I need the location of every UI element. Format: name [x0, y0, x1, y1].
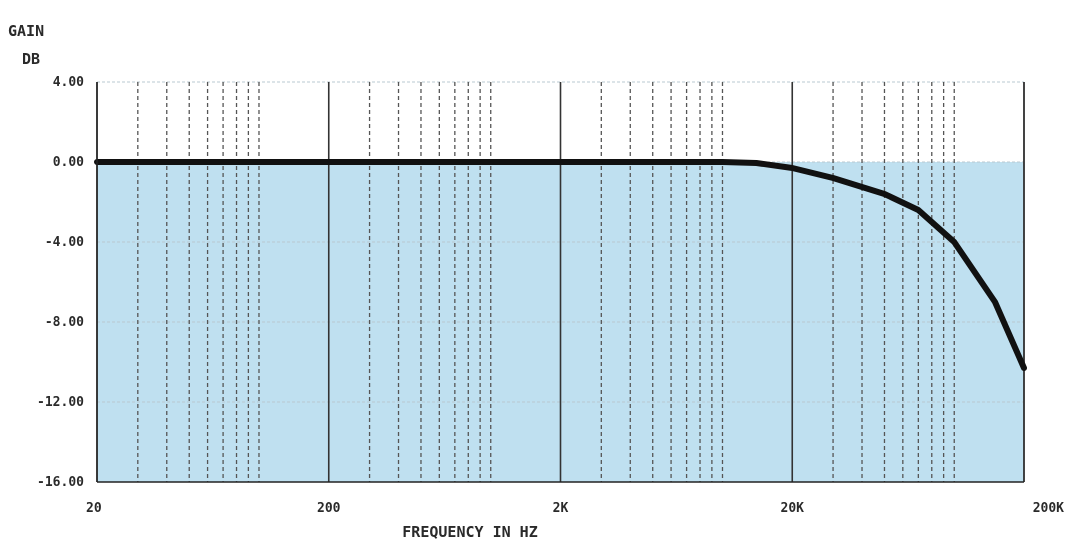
y-tick-label: -16.00 — [37, 475, 84, 490]
x-tick-label: 200 — [317, 501, 341, 516]
y-tick-label: -12.00 — [37, 395, 84, 410]
x-tick-label: 20K — [781, 501, 805, 516]
x-axis-label: FREQUENCY IN HZ — [402, 523, 537, 541]
y-tick-label: 0.00 — [53, 155, 84, 170]
response-curve — [94, 159, 1027, 371]
x-tick-label: 200K — [1033, 501, 1064, 516]
y-tick-label: -4.00 — [45, 235, 84, 250]
y-axis-label-db: DB — [22, 50, 40, 68]
grid — [96, 81, 1025, 483]
x-tick-label: 20 — [86, 501, 102, 516]
x-tick-label: 2K — [553, 501, 569, 516]
series-layer — [94, 159, 1027, 371]
y-axis-label-gain: GAIN — [8, 22, 44, 40]
y-tick-label: -8.00 — [45, 315, 84, 330]
y-tick-label: 4.00 — [53, 75, 84, 90]
